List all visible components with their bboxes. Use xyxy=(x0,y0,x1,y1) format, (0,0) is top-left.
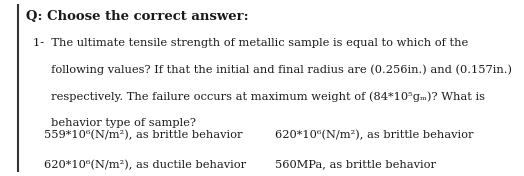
Text: 560MPa, as brittle behavior: 560MPa, as brittle behavior xyxy=(275,160,436,170)
Text: 620*10⁶(N/m²), as brittle behavior: 620*10⁶(N/m²), as brittle behavior xyxy=(275,130,473,141)
Text: behavior type of sample?: behavior type of sample? xyxy=(34,118,196,128)
Text: Q: Choose the correct answer:: Q: Choose the correct answer: xyxy=(26,10,248,23)
Text: respectively. The failure occurs at maximum weight of (84*10⁵gₘ)? What is: respectively. The failure occurs at maxi… xyxy=(34,92,485,102)
Text: 559*10⁶(N/m²), as brittle behavior: 559*10⁶(N/m²), as brittle behavior xyxy=(43,130,242,141)
Text: 620*10⁶(N/m²), as ductile behavior: 620*10⁶(N/m²), as ductile behavior xyxy=(43,160,246,170)
Text: 1-  The ultimate tensile strength of metallic sample is equal to which of the: 1- The ultimate tensile strength of meta… xyxy=(34,38,469,48)
Text: following values? If that the initial and final radius are (0.256in.) and (0.157: following values? If that the initial an… xyxy=(34,65,512,75)
